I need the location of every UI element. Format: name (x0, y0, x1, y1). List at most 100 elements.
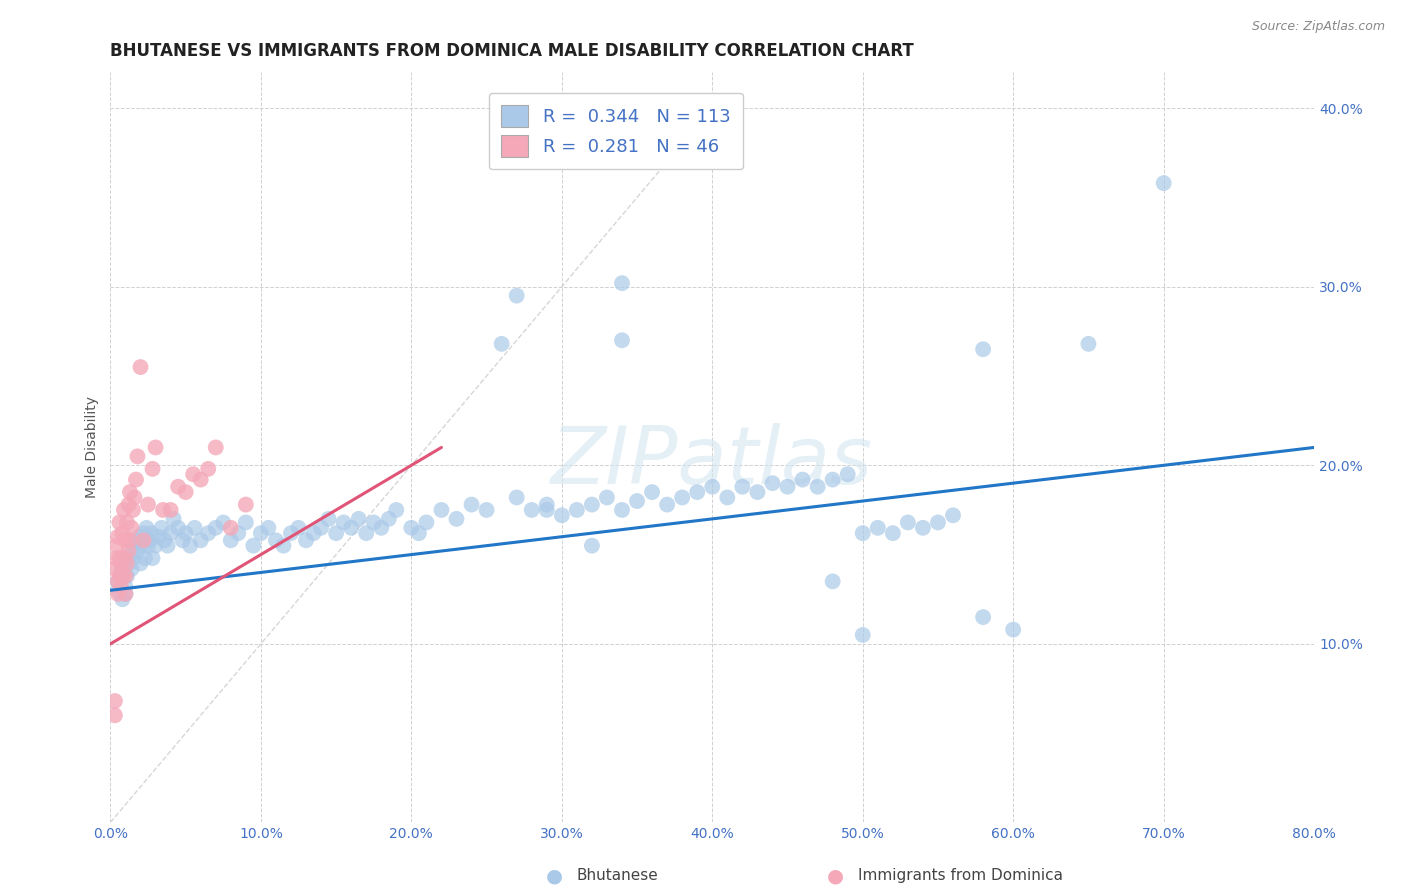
Point (152, 503, 174, 517)
Point (686, 485, 709, 500)
Point (401, 521, 423, 535)
Point (581, 539, 603, 553)
Point (731, 480, 754, 494)
Point (114, 569, 136, 583)
Point (197, 462, 219, 476)
Point (117, 498, 139, 512)
Point (114, 580, 136, 594)
Point (204, 441, 226, 455)
Point (111, 592, 134, 607)
Point (107, 583, 129, 598)
Point (112, 503, 135, 517)
Point (183, 521, 205, 535)
Point (340, 521, 363, 535)
Point (108, 569, 131, 583)
Point (179, 539, 201, 553)
Point (118, 533, 141, 548)
Point (132, 533, 155, 548)
Point (287, 521, 309, 535)
Point (115, 569, 138, 583)
Point (141, 551, 163, 566)
Point (1153, 176, 1175, 190)
Point (190, 533, 212, 548)
Point (610, 503, 633, 517)
Point (118, 548, 141, 562)
Point (121, 521, 143, 535)
Point (104, 694, 127, 708)
Point (174, 485, 197, 500)
Point (520, 503, 543, 517)
Point (129, 557, 152, 571)
Point (145, 441, 167, 455)
Point (325, 526, 347, 541)
Point (105, 539, 128, 553)
Point (115, 516, 138, 530)
Point (122, 551, 145, 566)
Point (942, 508, 965, 523)
Point (110, 566, 132, 580)
Point (475, 503, 498, 517)
Text: ●: ● (827, 866, 844, 886)
Point (866, 521, 889, 535)
Point (128, 530, 150, 544)
Point (491, 337, 513, 351)
Point (219, 521, 242, 535)
Point (107, 574, 129, 589)
Point (181, 467, 204, 482)
Point (318, 512, 340, 526)
Point (911, 521, 934, 535)
Point (565, 503, 588, 517)
Point (135, 521, 157, 535)
Point (897, 516, 920, 530)
Point (242, 539, 264, 553)
Point (124, 539, 146, 553)
Text: ZIPatlas: ZIPatlas (551, 424, 873, 501)
Point (124, 491, 146, 505)
Point (626, 494, 648, 508)
Point (295, 533, 318, 548)
Point (114, 587, 136, 601)
Point (581, 498, 603, 512)
Point (536, 498, 558, 512)
Point (136, 539, 159, 553)
Point (131, 539, 153, 553)
Point (104, 562, 127, 576)
Point (141, 462, 163, 476)
Point (716, 491, 738, 505)
Point (108, 516, 131, 530)
Point (204, 521, 226, 535)
Point (111, 569, 134, 583)
Point (702, 480, 724, 494)
Text: Immigrants from Dominica: Immigrants from Dominica (858, 869, 1063, 883)
Point (821, 574, 844, 589)
Point (112, 551, 135, 566)
Point (115, 557, 138, 571)
Point (138, 533, 160, 548)
Point (370, 521, 392, 535)
Point (134, 551, 156, 566)
Point (257, 521, 280, 535)
Point (837, 467, 859, 482)
Point (280, 526, 302, 541)
Point (378, 512, 401, 526)
Point (108, 551, 131, 566)
Point (110, 580, 132, 594)
Point (136, 498, 159, 512)
Point (927, 516, 949, 530)
Point (121, 562, 143, 576)
Point (415, 516, 437, 530)
Point (127, 544, 149, 558)
Point (122, 503, 145, 517)
Point (972, 610, 994, 624)
Point (162, 512, 184, 526)
Point (145, 539, 167, 553)
Point (610, 276, 633, 290)
Point (129, 360, 152, 375)
Point (172, 533, 194, 548)
Text: BHUTANESE VS IMMIGRANTS FROM DOMINICA MALE DISABILITY CORRELATION CHART: BHUTANESE VS IMMIGRANTS FROM DOMINICA MA… (111, 42, 914, 60)
Point (821, 473, 844, 487)
Point (332, 516, 354, 530)
Point (110, 557, 132, 571)
Point (363, 516, 385, 530)
Point (972, 343, 994, 357)
